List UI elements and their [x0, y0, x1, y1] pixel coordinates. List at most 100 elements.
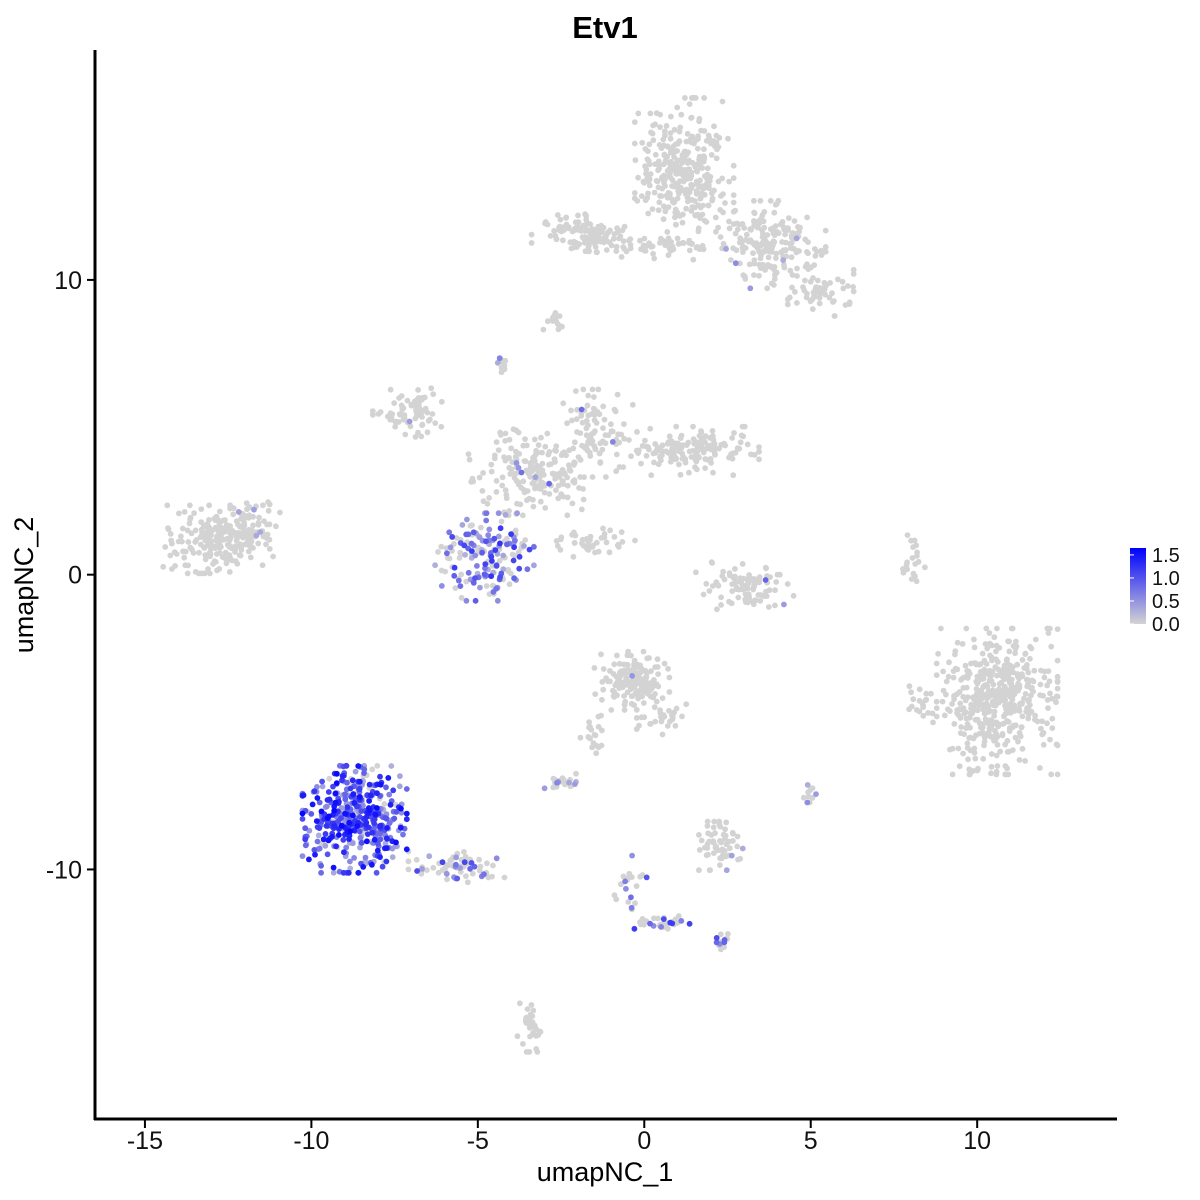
cell-point: [470, 579, 477, 586]
cell-point: [681, 149, 688, 156]
cell-point: [551, 456, 558, 462]
cell-point: [989, 687, 996, 694]
cell-point: [823, 282, 829, 289]
cell-point: [314, 784, 320, 790]
cell-point: [639, 919, 645, 925]
cell-point: [474, 563, 480, 569]
cell-point: [438, 583, 445, 589]
cell-point: [245, 548, 252, 555]
cell-point: [489, 558, 495, 564]
cell-point: [570, 553, 577, 560]
cell-point: [182, 548, 189, 555]
cell-point: [387, 386, 394, 393]
cell-point: [406, 418, 413, 425]
cell-point: [913, 542, 920, 549]
cell-point: [524, 468, 531, 474]
cell-point: [476, 856, 482, 863]
cell-point: [951, 721, 958, 727]
cell-point: [1054, 771, 1061, 778]
cell-point: [377, 773, 383, 780]
cell-point: [586, 234, 593, 241]
cell-point: [672, 214, 678, 221]
cell-point: [1014, 671, 1021, 677]
cell-point: [915, 558, 922, 565]
cell-point: [992, 728, 998, 734]
cell-point: [1044, 720, 1050, 727]
cell-point: [273, 523, 279, 530]
cell-point: [795, 224, 801, 230]
cell-point: [780, 247, 787, 254]
cell-point: [593, 539, 600, 546]
cell-point: [651, 189, 658, 196]
cell-point: [589, 744, 595, 751]
cell-point: [628, 874, 635, 880]
cell-point: [729, 829, 736, 836]
cell-point: [802, 277, 808, 284]
cell-point: [1034, 718, 1041, 725]
cell-point: [981, 657, 988, 664]
cell-point: [480, 470, 486, 476]
cell-point: [518, 469, 525, 476]
cell-point: [691, 453, 698, 460]
cell-point: [657, 124, 663, 130]
cell-point: [714, 606, 720, 613]
cell-point: [608, 421, 614, 428]
cell-point: [481, 571, 488, 578]
legend-tick-label: 1.5: [1152, 545, 1180, 567]
cell-point: [756, 444, 762, 450]
cell-point: [362, 854, 369, 861]
cell-point: [571, 242, 578, 248]
cell-point: [674, 104, 681, 111]
cell-point: [763, 565, 769, 572]
cell-point: [468, 540, 475, 547]
cell-point: [638, 193, 645, 200]
cell-point: [569, 417, 575, 424]
cell-point: [663, 448, 669, 455]
cell-point: [807, 787, 814, 794]
cell-point: [652, 151, 659, 158]
cell-point: [338, 822, 345, 829]
cell-point: [256, 514, 262, 521]
cell-point: [540, 326, 547, 333]
x-tick-label: 0: [637, 1127, 651, 1155]
cell-point: [979, 676, 986, 682]
cell-point: [528, 240, 535, 246]
cell-point: [265, 507, 272, 514]
cell-point: [668, 161, 674, 168]
cell-point: [574, 406, 580, 413]
cell-point: [683, 701, 690, 708]
cell-point: [469, 522, 475, 529]
cell-point: [207, 570, 213, 577]
cell-point: [571, 462, 577, 468]
cell-point: [464, 516, 470, 523]
cell-point: [1006, 693, 1013, 700]
cell-point: [690, 256, 697, 263]
cell-point: [1049, 725, 1056, 731]
cell-point: [640, 682, 647, 688]
cell-point: [515, 464, 522, 471]
cell-point: [457, 583, 464, 589]
cell-point: [308, 811, 315, 817]
cell-point: [822, 227, 829, 234]
cell-point: [397, 824, 404, 831]
cell-point: [500, 566, 507, 572]
cell-point: [831, 313, 838, 319]
cell-point: [495, 533, 502, 540]
cell-point: [760, 230, 766, 237]
y-tick-label: 10: [54, 267, 82, 295]
cell-point: [950, 674, 957, 681]
cell-point: [960, 750, 966, 757]
cell-point: [996, 644, 1003, 651]
cell-point: [542, 443, 549, 450]
cell-point: [784, 581, 791, 587]
cell-point: [524, 1006, 531, 1012]
cell-point: [388, 763, 395, 769]
cell-point: [653, 447, 660, 454]
cell-point: [925, 710, 931, 716]
cell-point: [723, 819, 730, 826]
cell-point: [535, 469, 542, 476]
cell-point: [642, 248, 649, 254]
cell-point: [266, 546, 273, 552]
cell-point: [729, 588, 736, 594]
cell-point: [625, 899, 632, 905]
